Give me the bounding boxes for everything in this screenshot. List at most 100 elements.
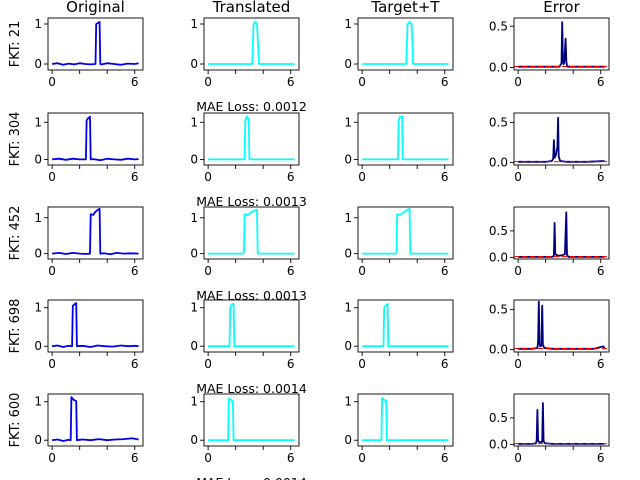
row-label: FKT: 21 [8, 21, 23, 68]
y-tick-label: 0.5 [489, 303, 508, 317]
axes-frame [357, 112, 454, 166]
x-tick-label: 6 [287, 75, 295, 89]
axes-frame [47, 393, 144, 447]
y-tick-label: 0 [344, 339, 352, 353]
mae-loss-label: MAE Loss: 0.0012 [196, 99, 307, 114]
panel-target-t-row-1: 0 6 0 1 [344, 17, 454, 89]
x-tick-label: 6 [441, 264, 449, 278]
y-tick-label: 0 [190, 152, 198, 166]
mae-loss-label: MAE Loss: 0.0013 [196, 194, 307, 209]
y-tick-label: 1 [190, 211, 198, 225]
y-tick-label: 1 [34, 17, 42, 31]
x-tick-label: 6 [131, 451, 139, 465]
x-tick-label: 0 [514, 357, 522, 371]
panel-original-row-4: 0 6 0 1 [34, 299, 144, 371]
y-tick-label: 0 [34, 247, 42, 261]
series-line [362, 396, 449, 442]
x-tick-label: 6 [597, 75, 605, 89]
x-tick-label: 6 [131, 170, 139, 184]
axes-frame [513, 393, 610, 447]
y-tick-label: 0 [344, 433, 352, 447]
panel-translated-row-5: 0 6 0 1 [190, 393, 300, 465]
x-tick-label: 6 [441, 75, 449, 89]
x-tick-label: 0 [48, 170, 56, 184]
x-tick-label: 0 [204, 451, 212, 465]
axes-frame [47, 112, 144, 166]
series-line [52, 207, 139, 256]
panel-error-row-5: 0 6 0.0 0.5 [489, 393, 610, 465]
panel-translated-row-4: 0 6 0 1 [190, 299, 300, 371]
x-tick-label: 6 [441, 170, 449, 184]
column-title-4: Error [543, 0, 580, 16]
y-tick-label: 0.5 [489, 411, 508, 425]
axes-frame [357, 299, 454, 353]
x-tick-label: 0 [514, 170, 522, 184]
mae-loss-label: MAE Loss: 0.0014 [196, 381, 307, 396]
panel-target-t-row-5: 0 6 0 1 [344, 393, 454, 465]
y-tick-label: 1 [34, 115, 42, 129]
panel-error-row-3: 0 6 0.0 0.5 [489, 206, 610, 278]
series-line [362, 115, 449, 161]
x-tick-label: 0 [358, 170, 366, 184]
y-tick-label: 0 [344, 152, 352, 166]
axes-frame [357, 206, 454, 260]
series-line [518, 300, 606, 350]
y-tick-label: 0.0 [489, 156, 508, 170]
y-tick-label: 1 [344, 17, 352, 31]
x-tick-label: 0 [514, 264, 522, 278]
y-tick-label: 0.0 [489, 250, 508, 264]
row-label: FKT: 600 [8, 393, 23, 448]
y-tick-label: 0 [190, 339, 198, 353]
axes-frame [203, 17, 300, 71]
series-line [362, 302, 449, 348]
panel-translated-row-2: 0 6 0 1 [190, 112, 300, 184]
panel-target-t-row-2: 0 6 0 1 [344, 112, 454, 184]
x-tick-label: 0 [48, 264, 56, 278]
axes-frame [47, 299, 144, 353]
series-line [52, 115, 139, 162]
y-tick-label: 0 [190, 247, 198, 261]
series-line [208, 302, 295, 348]
axes-frame [357, 393, 454, 447]
series-line [362, 207, 449, 255]
x-tick-label: 0 [358, 451, 366, 465]
y-tick-label: 0 [34, 152, 42, 166]
y-tick-label: 0.5 [489, 19, 508, 33]
mae-loss-label: MAE Loss: 0.0013 [196, 288, 307, 303]
axes-frame [203, 393, 300, 447]
y-tick-label: 0.5 [489, 224, 508, 238]
y-tick-label: 1 [190, 115, 198, 129]
axes-frame [513, 299, 610, 353]
series-line [51, 396, 139, 442]
x-tick-label: 0 [204, 357, 212, 371]
series-line [208, 397, 295, 442]
y-tick-label: 1 [190, 17, 198, 31]
y-tick-label: 0.5 [489, 116, 508, 130]
x-tick-label: 6 [597, 451, 605, 465]
axes-frame [203, 206, 300, 260]
y-tick-label: 0 [34, 433, 42, 447]
y-tick-label: 0 [344, 247, 352, 261]
row-label: FKT: 304 [8, 112, 23, 167]
panel-error-row-1: 0 6 0.0 0.5 [489, 17, 610, 89]
x-tick-label: 6 [441, 357, 449, 371]
x-tick-label: 6 [287, 170, 295, 184]
y-tick-label: 0 [190, 57, 198, 71]
panel-translated-row-3: 0 6 0 1 [190, 206, 300, 278]
x-tick-label: 6 [597, 264, 605, 278]
y-tick-label: 1 [344, 395, 352, 409]
y-tick-label: 1 [34, 211, 42, 225]
y-tick-label: 1 [344, 301, 352, 315]
row-label: FKT: 698 [8, 299, 23, 354]
panel-original-row-5: 0 6 0 1 [34, 393, 144, 465]
row-label: FKT: 452 [8, 206, 23, 261]
y-tick-label: 0.0 [489, 61, 508, 75]
panel-original-row-2: 0 6 0 1 [34, 112, 144, 184]
x-tick-label: 0 [204, 170, 212, 184]
series-line [208, 21, 295, 65]
axes-frame [47, 206, 144, 260]
series-line [518, 21, 605, 68]
x-tick-label: 0 [358, 357, 366, 371]
y-tick-label: 0 [344, 57, 352, 71]
